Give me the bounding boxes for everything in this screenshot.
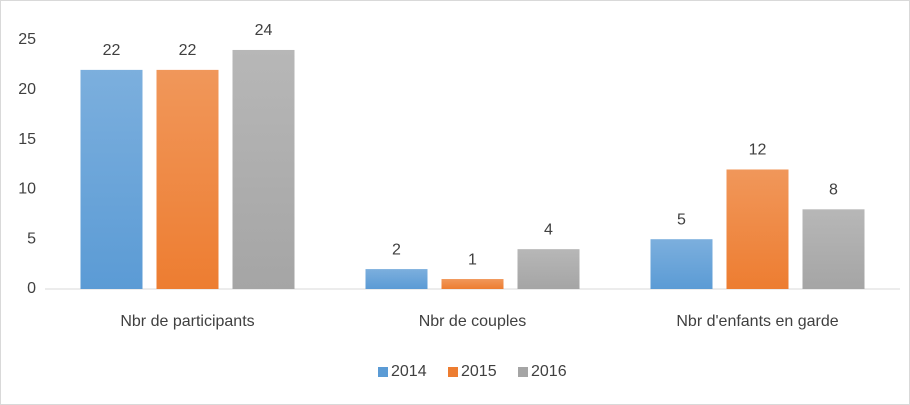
data-label: 4 [544, 221, 553, 238]
bar [365, 269, 428, 289]
y-tick-label: 0 [27, 280, 36, 297]
bar [441, 279, 504, 289]
y-tick-label: 15 [18, 131, 36, 148]
data-label: 5 [677, 211, 686, 228]
bar [80, 69, 143, 289]
data-label: 1 [468, 251, 477, 268]
y-tick-label: 20 [18, 81, 36, 98]
y-tick-label: 25 [18, 31, 36, 48]
legend-swatch [518, 367, 528, 377]
legend-swatch [448, 367, 458, 377]
x-tick-label: Nbr de couples [419, 313, 527, 330]
bar [802, 209, 865, 289]
legend-swatch [378, 367, 388, 377]
x-tick-label: Nbr de participants [120, 313, 254, 330]
bar [232, 49, 295, 290]
data-label: 2 [392, 241, 401, 258]
bar [650, 239, 713, 289]
x-tick-label: Nbr d'enfants en garde [676, 313, 838, 330]
legend-label: 2016 [531, 363, 567, 380]
bar [726, 169, 789, 289]
data-label: 12 [749, 142, 767, 159]
legend-label: 2014 [391, 363, 427, 380]
data-label: 24 [255, 22, 273, 39]
data-label: 22 [179, 42, 197, 59]
bar [517, 249, 580, 289]
bar [156, 69, 219, 289]
legend-label: 2015 [461, 363, 497, 380]
data-label: 22 [103, 42, 121, 59]
y-tick-label: 5 [27, 230, 36, 247]
data-label: 8 [829, 182, 838, 199]
y-tick-label: 10 [18, 181, 36, 198]
